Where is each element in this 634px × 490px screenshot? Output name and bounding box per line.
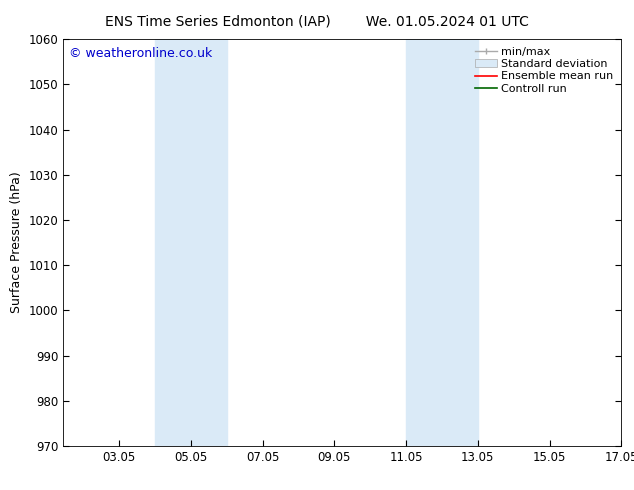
Bar	[406, 39, 478, 446]
Legend: min/max, Standard deviation, Ensemble mean run, Controll run: min/max, Standard deviation, Ensemble me…	[470, 43, 618, 98]
Bar	[155, 39, 226, 446]
Y-axis label: Surface Pressure (hPa): Surface Pressure (hPa)	[10, 172, 23, 314]
Text: © weatheronline.co.uk: © weatheronline.co.uk	[69, 48, 212, 60]
Text: ENS Time Series Edmonton (IAP)        We. 01.05.2024 01 UTC: ENS Time Series Edmonton (IAP) We. 01.05…	[105, 15, 529, 29]
